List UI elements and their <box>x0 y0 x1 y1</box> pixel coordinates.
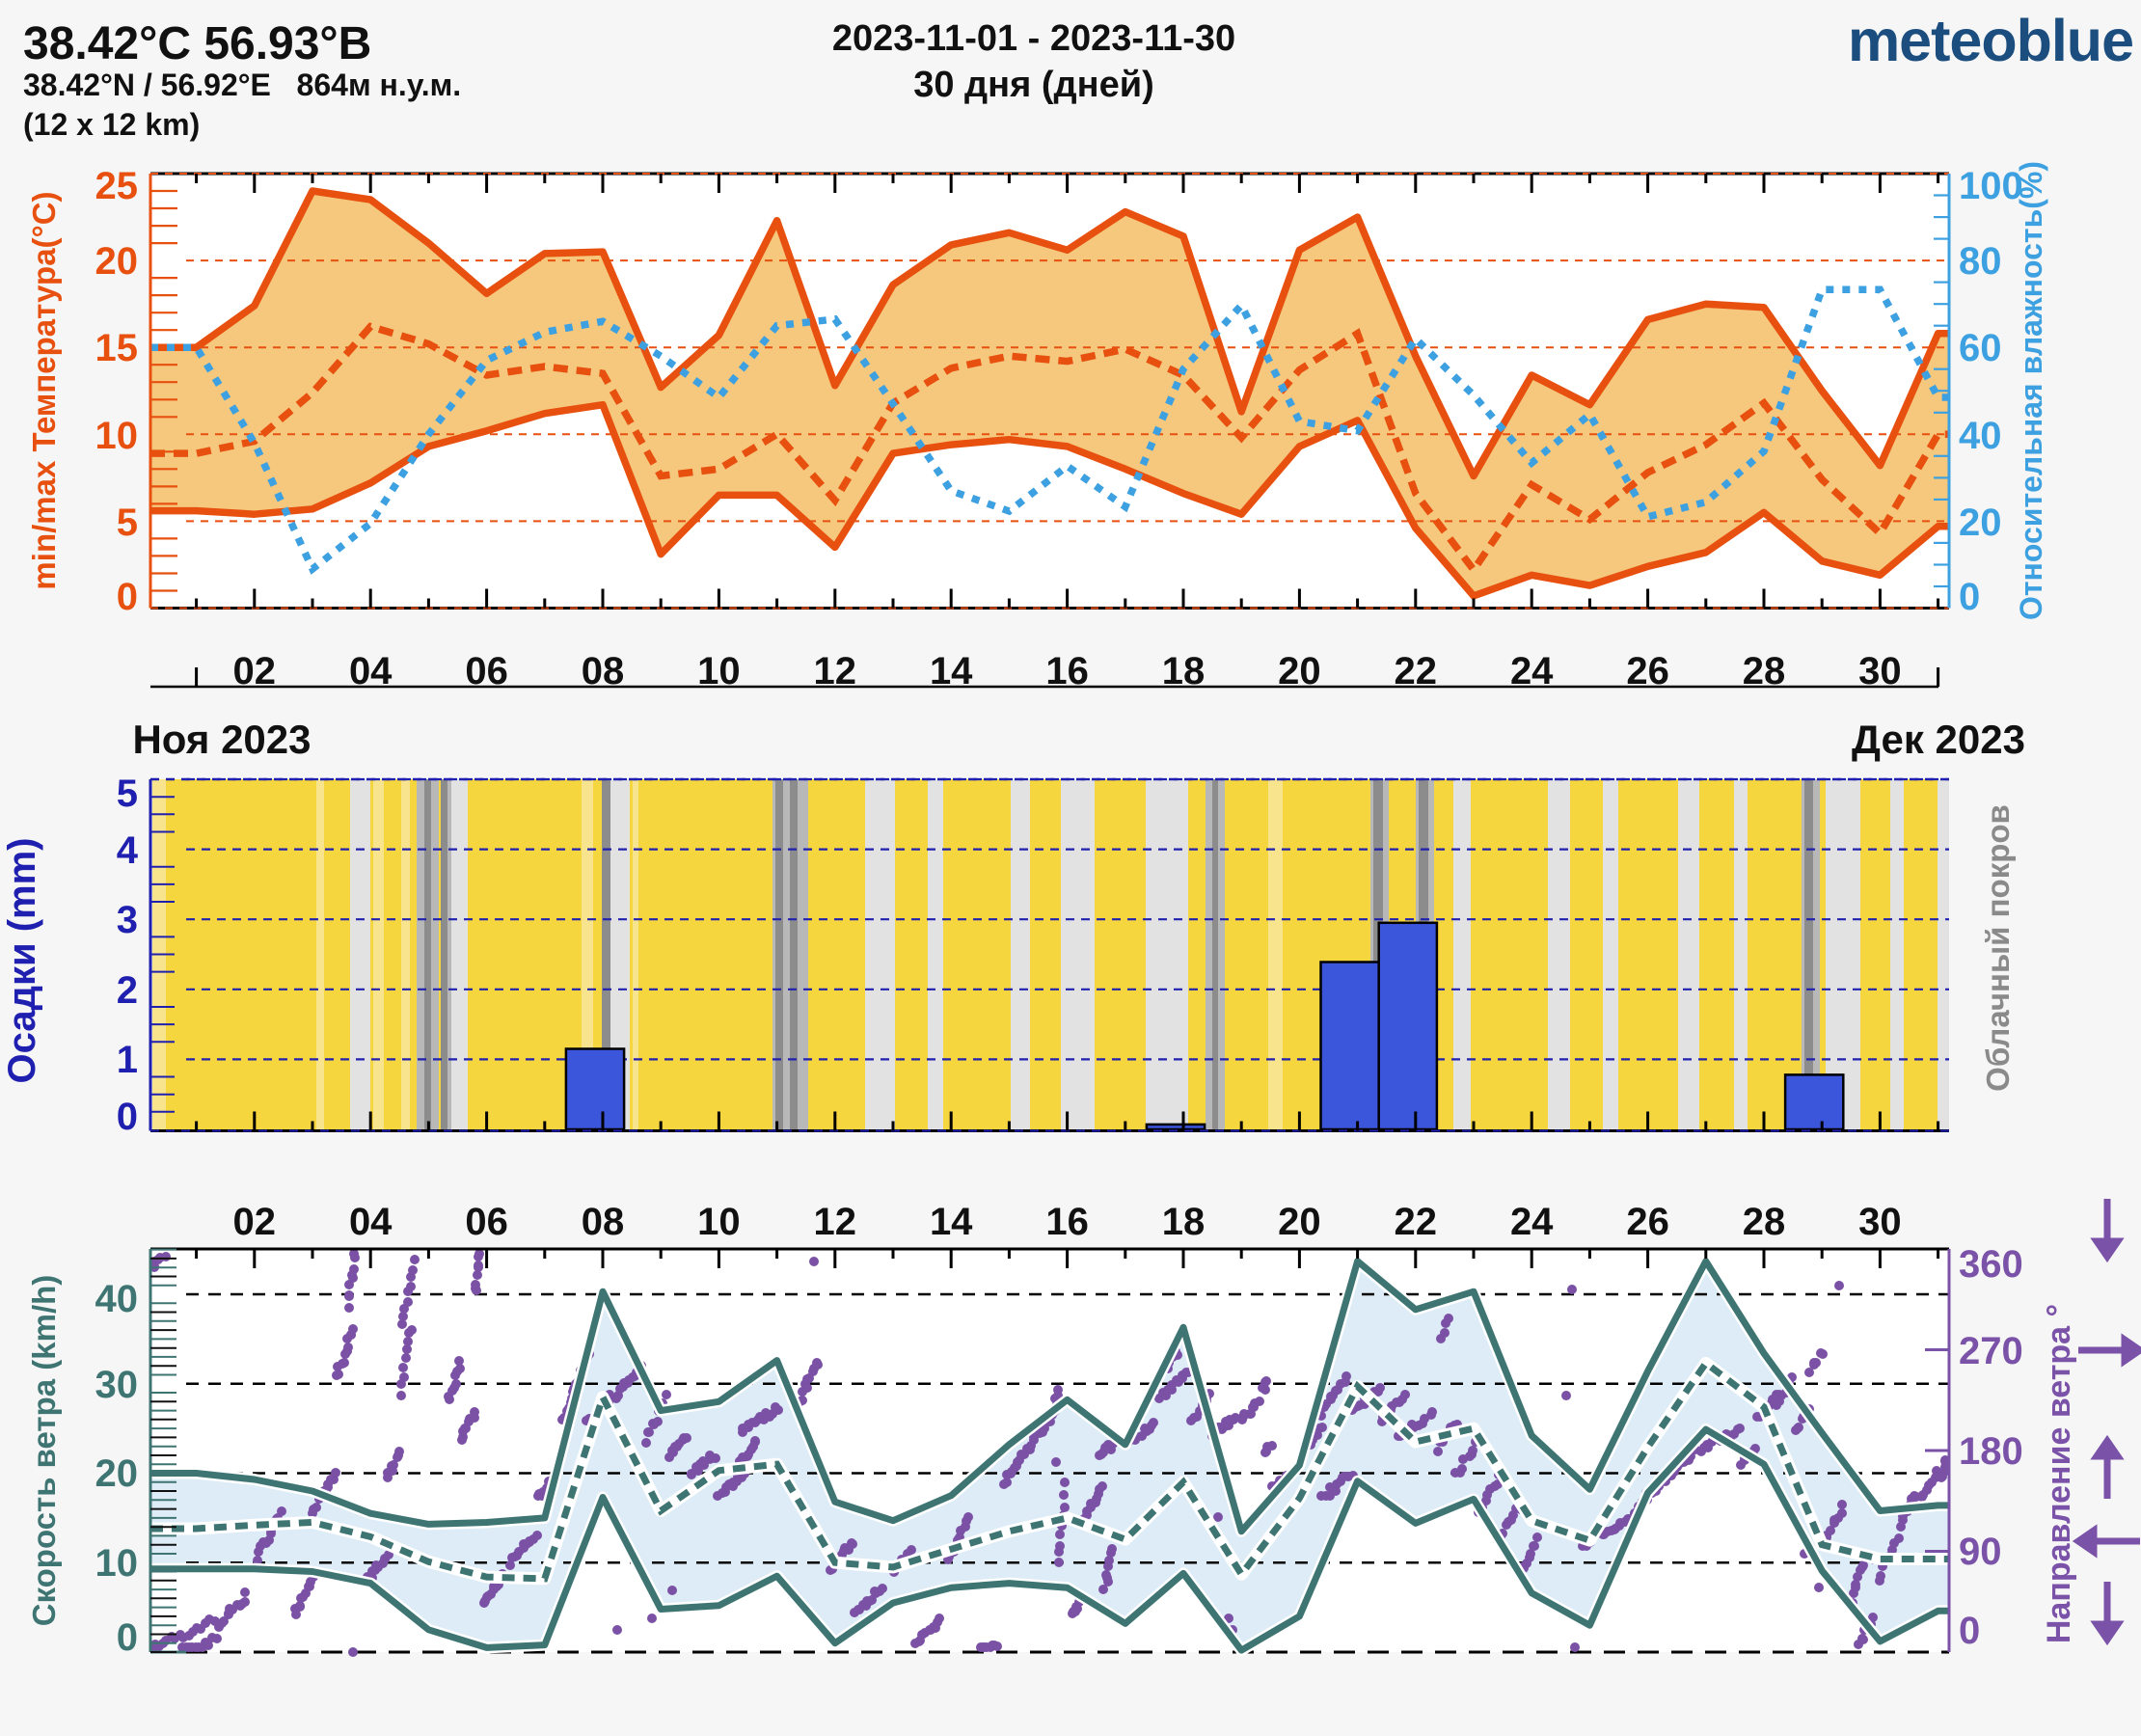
svg-text:08: 08 <box>582 1201 625 1243</box>
svg-text:Осадки (mm): Осадки (mm) <box>1 838 43 1084</box>
svg-text:Скорость ветра (km/h): Скорость ветра (km/h) <box>26 1275 62 1627</box>
svg-text:80: 80 <box>1959 240 2002 283</box>
svg-text:4: 4 <box>117 829 139 872</box>
svg-text:100: 100 <box>1959 165 2023 207</box>
svg-text:360: 360 <box>1959 1243 2023 1286</box>
svg-text:10: 10 <box>697 1201 741 1243</box>
svg-text:38.42°C 56.93°B: 38.42°C 56.93°B <box>23 18 371 69</box>
svg-text:180: 180 <box>1959 1430 2023 1473</box>
svg-text:18: 18 <box>1162 1201 1206 1243</box>
svg-text:60: 60 <box>1959 327 2002 369</box>
svg-text:40: 40 <box>1959 415 2002 457</box>
svg-text:04: 04 <box>349 650 393 692</box>
svg-text:04: 04 <box>349 1201 393 1243</box>
svg-text:18: 18 <box>1162 650 1206 692</box>
svg-text:30: 30 <box>1858 1201 1902 1243</box>
svg-text:0: 0 <box>117 1616 138 1659</box>
svg-text:Относительная влажность(%): Относительная влажность(%) <box>2014 161 2048 620</box>
svg-text:22: 22 <box>1395 650 1438 692</box>
svg-text:20: 20 <box>95 1452 139 1495</box>
svg-text:1: 1 <box>117 1039 138 1081</box>
svg-text:02: 02 <box>233 1201 277 1243</box>
svg-text:06: 06 <box>465 1201 508 1243</box>
svg-text:20: 20 <box>1959 502 2002 544</box>
svg-text:3: 3 <box>117 899 138 941</box>
svg-text:06: 06 <box>465 650 508 692</box>
svg-text:20: 20 <box>1278 650 1321 692</box>
svg-text:24: 24 <box>1510 650 1554 692</box>
svg-text:15: 15 <box>95 327 139 369</box>
svg-text:Облачный покров: Облачный покров <box>1980 804 2016 1092</box>
svg-text:02: 02 <box>233 650 277 692</box>
svg-text:10: 10 <box>697 650 741 692</box>
svg-text:14: 14 <box>930 1201 973 1243</box>
svg-text:12: 12 <box>814 650 857 692</box>
svg-text:0: 0 <box>117 1096 138 1138</box>
svg-text:0: 0 <box>117 576 138 618</box>
svg-text:12: 12 <box>814 1201 857 1243</box>
svg-text:2023-11-01 - 2023-11-30: 2023-11-01 - 2023-11-30 <box>832 18 1235 59</box>
svg-text:2: 2 <box>117 969 138 1012</box>
svg-text:270: 270 <box>1959 1330 2023 1372</box>
svg-text:Направление ветра °: Направление ветра ° <box>2041 1304 2077 1643</box>
svg-text:14: 14 <box>930 650 973 692</box>
svg-text:Ноя 2023: Ноя 2023 <box>132 717 311 762</box>
svg-text:meteoblue: meteoblue <box>1848 8 2133 73</box>
svg-text:24: 24 <box>1510 1201 1554 1243</box>
svg-text:Дек 2023: Дек 2023 <box>1852 717 2025 762</box>
svg-text:5: 5 <box>117 773 138 815</box>
svg-text:26: 26 <box>1626 1201 1669 1243</box>
svg-text:20: 20 <box>95 240 139 283</box>
svg-text:10: 10 <box>95 415 139 457</box>
svg-text:90: 90 <box>1959 1531 2002 1573</box>
svg-text:min/max Температура(°C): min/max Температура(°C) <box>26 191 62 589</box>
svg-text:0: 0 <box>1959 576 1980 618</box>
svg-text:30: 30 <box>95 1364 139 1406</box>
svg-text:0: 0 <box>1959 1610 1980 1652</box>
svg-text:38.42°N / 56.92°E 864м н.у.м: 38.42°N / 56.92°E 864м н.у.м. <box>23 68 461 102</box>
svg-text:20: 20 <box>1278 1201 1321 1243</box>
svg-text:26: 26 <box>1626 650 1669 692</box>
svg-text:10: 10 <box>95 1542 139 1585</box>
svg-text:28: 28 <box>1743 650 1786 692</box>
svg-text:16: 16 <box>1045 1201 1089 1243</box>
svg-text:22: 22 <box>1395 1201 1438 1243</box>
svg-text:5: 5 <box>117 502 138 544</box>
svg-text:25: 25 <box>95 165 139 207</box>
svg-text:08: 08 <box>582 650 625 692</box>
svg-text:40: 40 <box>95 1278 139 1320</box>
svg-text:30: 30 <box>1858 650 1902 692</box>
svg-text:30 дня (дней): 30 дня (дней) <box>913 65 1154 105</box>
svg-text:16: 16 <box>1045 650 1089 692</box>
svg-text:28: 28 <box>1743 1201 1786 1243</box>
svg-text:(12 x 12 km): (12 x 12 km) <box>23 107 200 142</box>
